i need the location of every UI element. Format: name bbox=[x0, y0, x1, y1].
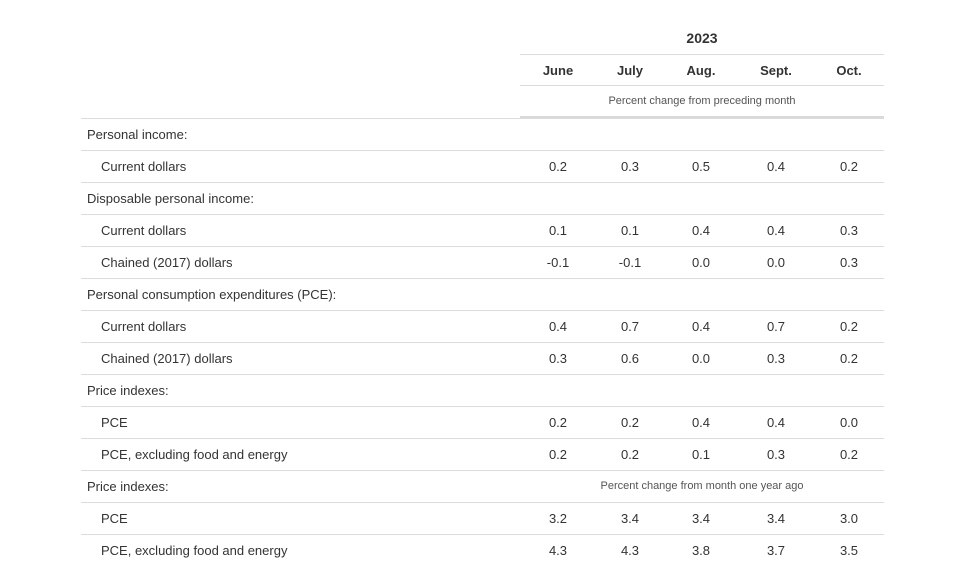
table-cell: 0.2 bbox=[839, 351, 859, 366]
table-cell: 3.8 bbox=[691, 543, 711, 558]
table-cell: 0.2 bbox=[839, 447, 859, 462]
table-cell: 3.4 bbox=[691, 511, 711, 526]
table-cell: 0.4 bbox=[691, 223, 711, 238]
table-cell: 3.4 bbox=[766, 511, 786, 526]
table-cell: 3.2 bbox=[548, 511, 568, 526]
table-row: Chained (2017) dollars 0.3 0.6 0.0 0.3 0.2 bbox=[81, 342, 884, 374]
table-cell: 0.2 bbox=[548, 415, 568, 430]
row-label: Chained (2017) dollars bbox=[101, 255, 233, 270]
table-cell: 0.1 bbox=[691, 447, 711, 462]
table-cell: -0.1 bbox=[618, 255, 642, 270]
month-header: Oct. bbox=[836, 63, 862, 78]
row-label: PCE, excluding food and energy bbox=[101, 543, 288, 558]
table-cell: 0.1 bbox=[548, 223, 568, 238]
table-row: Current dollars 0.4 0.7 0.4 0.7 0.2 bbox=[81, 310, 884, 342]
table-cell: 0.3 bbox=[839, 255, 859, 270]
table-cell: 0.2 bbox=[839, 319, 859, 334]
table-cell: 0.0 bbox=[691, 351, 711, 366]
table-row: PCE, excluding food and energy 4.3 4.3 3.8 3… bbox=[81, 534, 884, 566]
group-label: Personal income: bbox=[87, 127, 188, 142]
table-cell: 0.2 bbox=[620, 447, 640, 462]
table-cell: 0.5 bbox=[691, 159, 711, 174]
table-row: Chained (2017) dollars -0.1 -0.1 0.0 0.0 0.3 bbox=[81, 246, 884, 278]
table-cell: 3.5 bbox=[839, 543, 859, 558]
table-group-row: Personal consumption expenditures (PCE): bbox=[81, 278, 884, 310]
table-cell: 0.7 bbox=[766, 319, 786, 334]
group-label: Price indexes: bbox=[87, 383, 169, 398]
table-group-row: Personal income: bbox=[81, 118, 884, 150]
table-cell: 0.2 bbox=[620, 415, 640, 430]
table-cell: 3.7 bbox=[766, 543, 786, 558]
month-header: June bbox=[542, 63, 574, 78]
row-label: Current dollars bbox=[101, 319, 187, 334]
table-cell: 0.0 bbox=[691, 255, 711, 270]
row-label: PCE bbox=[101, 415, 128, 430]
table-cell: 3.0 bbox=[839, 511, 859, 526]
table-body: Personal income: Current dollars 0.2 0.3 0.5… bbox=[81, 118, 884, 566]
table-cell: 0.3 bbox=[548, 351, 568, 366]
table-cell: 0.4 bbox=[691, 319, 711, 334]
row-label: Chained (2017) dollars bbox=[101, 351, 233, 366]
table-cell: 0.7 bbox=[620, 319, 640, 334]
year-header: 2023 bbox=[520, 22, 884, 55]
row-label: PCE, excluding food and energy bbox=[101, 447, 288, 462]
table-group-row: Disposable personal income: bbox=[81, 182, 884, 214]
table-row: Current dollars 0.1 0.1 0.4 0.4 0.3 bbox=[81, 214, 884, 246]
table-row: PCE 0.2 0.2 0.4 0.4 0.0 bbox=[81, 406, 884, 438]
table-group-row: Price indexes: bbox=[81, 374, 884, 406]
row-label: Current dollars bbox=[101, 159, 187, 174]
group-label: Personal consumption expenditures (PCE): bbox=[87, 287, 337, 302]
table-cell: 0.4 bbox=[766, 415, 786, 430]
table-cell: 0.0 bbox=[839, 415, 859, 430]
table-cell: 0.1 bbox=[620, 223, 640, 238]
table-subheading: Percent change from preceding month bbox=[520, 86, 884, 119]
table-cell: 0.2 bbox=[548, 447, 568, 462]
table-cell: 0.4 bbox=[548, 319, 568, 334]
row-label: PCE bbox=[101, 511, 128, 526]
table-cell: 0.3 bbox=[620, 159, 640, 174]
table-row: PCE 3.2 3.4 3.4 3.4 3.0 bbox=[81, 502, 884, 534]
table-cell: 0.2 bbox=[548, 159, 568, 174]
table-subheading: Percent change from month one year ago bbox=[600, 480, 804, 492]
table-cell: -0.1 bbox=[546, 255, 570, 270]
month-header: Sept. bbox=[760, 63, 792, 78]
table-cell: 3.4 bbox=[620, 511, 640, 526]
group-label: Price indexes: bbox=[87, 479, 169, 494]
table-cell: 0.3 bbox=[766, 351, 786, 366]
header-divider bbox=[520, 85, 884, 86]
table-cell: 0.3 bbox=[766, 447, 786, 462]
table-cell: 0.6 bbox=[620, 351, 640, 366]
table-cell: 0.2 bbox=[839, 159, 859, 174]
data-table: 2023 June July Aug. Sept. Oct. Percent c… bbox=[81, 22, 884, 566]
table-cell: 0.3 bbox=[839, 223, 859, 238]
table-cell: 0.4 bbox=[691, 415, 711, 430]
month-header-row: June July Aug. Sept. Oct. bbox=[81, 55, 884, 86]
table-cell: 4.3 bbox=[620, 543, 640, 558]
table-row: Current dollars 0.2 0.3 0.5 0.4 0.2 bbox=[81, 150, 884, 182]
subheading-row: Percent change from preceding month bbox=[81, 86, 884, 119]
table-row: PCE, excluding food and energy 0.2 0.2 0.1 0… bbox=[81, 438, 884, 470]
row-label: Current dollars bbox=[101, 223, 187, 238]
year-header-row: 2023 bbox=[81, 22, 884, 55]
group-label: Disposable personal income: bbox=[87, 191, 254, 206]
table-group-row: Price indexes: Percent change from month … bbox=[81, 470, 884, 502]
table-cell: 0.0 bbox=[766, 255, 786, 270]
table-cell: 4.3 bbox=[548, 543, 568, 558]
month-header: July bbox=[616, 63, 643, 78]
table-cell: 0.4 bbox=[766, 159, 786, 174]
month-header: Aug. bbox=[686, 63, 716, 78]
table-cell: 0.4 bbox=[766, 223, 786, 238]
